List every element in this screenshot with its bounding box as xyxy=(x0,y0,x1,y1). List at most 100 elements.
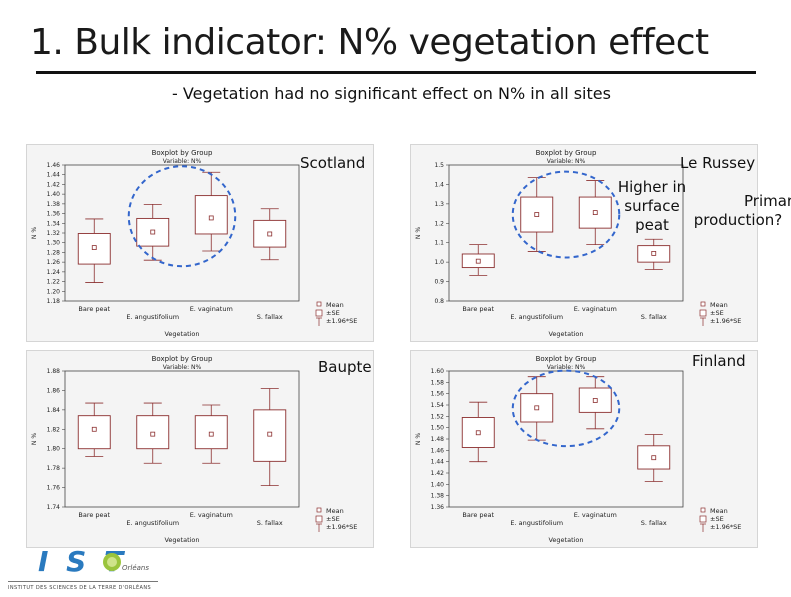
legend-entry: Mean xyxy=(326,507,344,515)
legend-entry: Mean xyxy=(326,301,344,309)
chart-subtitle: Variable: N% xyxy=(163,158,202,165)
y-tick-label: 1.76 xyxy=(47,485,61,492)
x-category-label: E. vaginatum xyxy=(574,511,617,519)
y-tick-label: 1.50 xyxy=(431,425,445,432)
box-mean-marker xyxy=(592,398,598,403)
note-line: Higher in xyxy=(617,178,687,196)
y-tick-label: 1.88 xyxy=(47,368,61,375)
y-tick-label: 1.40 xyxy=(431,481,445,488)
chart-title: Boxplot by Group xyxy=(152,149,213,157)
plot-frame xyxy=(448,164,684,302)
legend-entry: ±SE xyxy=(326,309,340,317)
chart-title: Boxplot by Group xyxy=(536,149,597,157)
legend-entry: ±SE xyxy=(710,309,724,317)
x-category-label: E. vaginatum xyxy=(190,305,233,313)
box-mean-marker xyxy=(651,251,657,256)
x-category-label: S. fallax xyxy=(257,313,283,321)
x-axis-label: Vegetation xyxy=(548,330,583,338)
legend-mean-swatch xyxy=(700,507,706,513)
box-mean-marker xyxy=(267,431,273,437)
box-se-rect xyxy=(77,415,111,450)
box-mean-marker xyxy=(534,405,540,411)
legend-se-swatch xyxy=(699,309,707,317)
logo-caption: INSTITUT DES SCIENCES DE LA TERRE D'ORLÉ… xyxy=(8,585,152,591)
x-category-label: Bare peat xyxy=(462,305,494,313)
box-mean-marker xyxy=(91,245,97,250)
x-category-label: S. fallax xyxy=(641,519,667,527)
chart-title: Boxplot by Group xyxy=(152,355,213,363)
x-category-label: E. vaginatum xyxy=(190,511,233,519)
y-tick-label: 1.54 xyxy=(431,402,445,409)
x-category-label: E. angustifolium xyxy=(510,519,563,527)
highlight-ellipse xyxy=(127,165,237,268)
y-tick-label: 1.42 xyxy=(431,470,445,477)
legend-se-swatch xyxy=(315,515,323,523)
legend-entry: ±1.96*SE xyxy=(710,317,741,325)
box-se-rect xyxy=(194,195,228,235)
y-tick-label: 1.52 xyxy=(431,413,445,420)
chart-subtitle: Variable: N% xyxy=(163,364,202,371)
note-primary-production: Primary production? xyxy=(690,192,791,230)
box-se-rect xyxy=(253,219,287,248)
legend-mean-swatch xyxy=(316,301,322,307)
box-mean-marker xyxy=(208,215,214,221)
y-tick-label: 1.26 xyxy=(47,259,61,266)
y-tick-label: 1.74 xyxy=(47,504,61,511)
box-mean-marker xyxy=(267,231,273,237)
y-tick-label: 1.48 xyxy=(431,436,445,443)
y-tick-label: 1.36 xyxy=(431,504,445,511)
y-tick-label: 1.40 xyxy=(47,191,61,198)
y-tick-label: 1.82 xyxy=(47,426,61,433)
y-tick-label: 1.38 xyxy=(47,201,61,208)
site-label-scotland: Scotland xyxy=(300,154,366,172)
logo-rule xyxy=(8,581,158,582)
box-mean-marker xyxy=(534,212,540,217)
y-tick-label: 0.9 xyxy=(434,279,444,286)
x-category-label: Bare peat xyxy=(462,511,494,519)
box-mean-marker xyxy=(91,426,97,432)
x-category-label: E. angustifolium xyxy=(126,313,179,321)
x-category-label: E. angustifolium xyxy=(510,313,563,321)
y-axis-label: N % xyxy=(31,227,38,239)
x-axis-label: Vegetation xyxy=(164,330,199,338)
y-tick-label: 1.0 xyxy=(434,259,444,266)
chart-subtitle: Variable: N% xyxy=(547,364,586,371)
legend-entry: ±1.96*SE xyxy=(710,523,741,531)
note-line: Primary xyxy=(744,192,791,210)
note-line: production? xyxy=(693,211,783,229)
slide-subtitle: - Vegetation had no significant effect o… xyxy=(172,84,611,103)
box-mean-marker xyxy=(150,229,156,235)
x-category-label: E. angustifolium xyxy=(126,519,179,527)
y-tick-label: 1.2 xyxy=(434,220,444,227)
box-mean-marker xyxy=(150,431,156,437)
y-tick-label: 1.86 xyxy=(47,387,61,394)
title-underline xyxy=(36,71,756,74)
y-axis-label: N % xyxy=(415,433,422,445)
x-category-label: S. fallax xyxy=(641,313,667,321)
y-tick-label: 1.58 xyxy=(431,379,445,386)
y-tick-label: 0.8 xyxy=(434,298,444,305)
y-tick-label: 1.5 xyxy=(434,162,444,169)
y-tick-label: 1.44 xyxy=(47,172,61,179)
legend-se-swatch xyxy=(699,515,707,523)
legend-entry: ±SE xyxy=(710,515,724,523)
note-line: surface xyxy=(624,197,680,215)
site-label-le-russey: Le Russey xyxy=(680,154,756,172)
note-line: peat xyxy=(635,216,669,234)
y-tick-label: 1.46 xyxy=(431,447,445,454)
box-mean-marker xyxy=(651,455,657,461)
legend-mean-swatch xyxy=(316,507,322,513)
chart-title: Boxplot by Group xyxy=(536,355,597,363)
legend-se-swatch xyxy=(315,309,323,317)
plot-frame xyxy=(64,370,300,508)
logo-emblem-icon xyxy=(103,553,121,571)
slide-title: 1. Bulk indicator: N% vegetation effect xyxy=(30,22,709,63)
y-tick-label: 1.42 xyxy=(47,181,61,188)
y-tick-label: 1.46 xyxy=(47,162,61,169)
boxplot-panel-le-russey: Boxplot by Group Variable: N% 0.8 0.9 1.0 1.1… xyxy=(410,144,758,342)
y-tick-label: 1.18 xyxy=(47,298,61,305)
